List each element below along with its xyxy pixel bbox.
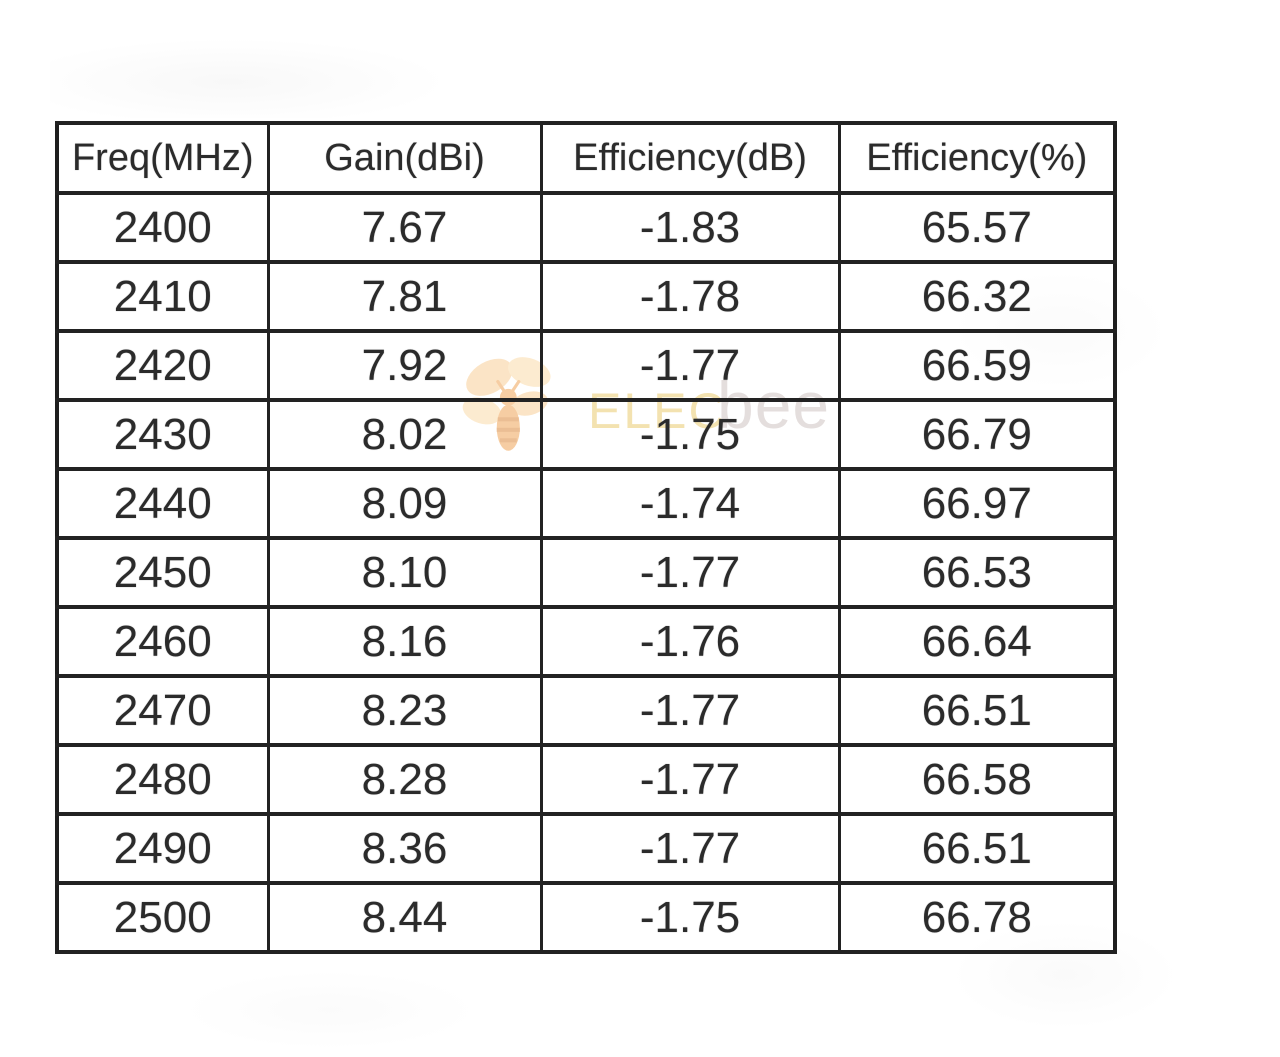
table-row: 2440 8.09 -1.74 66.97 bbox=[55, 467, 1117, 540]
table-cell: -1.76 bbox=[539, 605, 841, 678]
table-cell: 66.51 bbox=[837, 674, 1117, 747]
table-cell: 8.23 bbox=[266, 674, 543, 747]
table-cell: 7.81 bbox=[266, 260, 543, 333]
table-cell: 66.59 bbox=[837, 329, 1117, 402]
table-cell: 66.97 bbox=[837, 467, 1117, 540]
background-smudge bbox=[50, 38, 450, 118]
table-cell: 66.53 bbox=[837, 536, 1117, 609]
table-cell: 66.79 bbox=[837, 398, 1117, 471]
table-cell: 2420 bbox=[55, 329, 270, 402]
table-cell: 8.02 bbox=[266, 398, 543, 471]
table-cell: 2490 bbox=[55, 812, 270, 885]
table-row: 2420 7.92 -1.77 66.59 bbox=[55, 329, 1117, 402]
table-cell: -1.78 bbox=[539, 260, 841, 333]
table-cell: 7.67 bbox=[266, 191, 543, 264]
table-cell: 7.92 bbox=[266, 329, 543, 402]
table-row: 2400 7.67 -1.83 65.57 bbox=[55, 191, 1117, 264]
table-cell: 2410 bbox=[55, 260, 270, 333]
table-row: 2470 8.23 -1.77 66.51 bbox=[55, 674, 1117, 747]
table-row: 2500 8.44 -1.75 66.78 bbox=[55, 881, 1117, 954]
table-cell: 2450 bbox=[55, 536, 270, 609]
column-header-efficiency-pct: Efficiency(%) bbox=[837, 121, 1117, 195]
table-row: 2460 8.16 -1.76 66.64 bbox=[55, 605, 1117, 678]
table-row: 2450 8.10 -1.77 66.53 bbox=[55, 536, 1117, 609]
table-cell: -1.77 bbox=[539, 743, 841, 816]
header-row: Freq(MHz) Gain(dBi) Efficiency(dB) Effic… bbox=[55, 121, 1117, 195]
background-smudge bbox=[180, 970, 480, 1050]
table-cell: 2440 bbox=[55, 467, 270, 540]
table-cell: -1.77 bbox=[539, 329, 841, 402]
table-row: 2430 8.02 -1.75 66.79 bbox=[55, 398, 1117, 471]
table-cell: -1.75 bbox=[539, 881, 841, 954]
table-cell: 66.64 bbox=[837, 605, 1117, 678]
table-cell: 8.09 bbox=[266, 467, 543, 540]
table-cell: 8.44 bbox=[266, 881, 543, 954]
column-header-efficiency-db: Efficiency(dB) bbox=[539, 121, 841, 195]
table-cell: 8.16 bbox=[266, 605, 543, 678]
table-cell: -1.75 bbox=[539, 398, 841, 471]
table-cell: 66.51 bbox=[837, 812, 1117, 885]
table-cell: 2460 bbox=[55, 605, 270, 678]
column-header-gain: Gain(dBi) bbox=[266, 121, 543, 195]
table-cell: 66.58 bbox=[837, 743, 1117, 816]
table-cell: 65.57 bbox=[837, 191, 1117, 264]
table-cell: 2480 bbox=[55, 743, 270, 816]
table-row: 2490 8.36 -1.77 66.51 bbox=[55, 812, 1117, 885]
table-cell: 66.32 bbox=[837, 260, 1117, 333]
table-cell: -1.77 bbox=[539, 674, 841, 747]
table-cell: 8.28 bbox=[266, 743, 543, 816]
table-row: 2410 7.81 -1.78 66.32 bbox=[55, 260, 1117, 333]
table-cell: -1.74 bbox=[539, 467, 841, 540]
table-cell: 66.78 bbox=[837, 881, 1117, 954]
table-cell: 2500 bbox=[55, 881, 270, 954]
table-cell: 2400 bbox=[55, 191, 270, 264]
table-cell: 2470 bbox=[55, 674, 270, 747]
table-cell: -1.77 bbox=[539, 812, 841, 885]
antenna-measurement-table: Freq(MHz) Gain(dBi) Efficiency(dB) Effic… bbox=[55, 121, 1117, 954]
column-header-freq: Freq(MHz) bbox=[55, 121, 270, 195]
table-cell: -1.83 bbox=[539, 191, 841, 264]
table-cell: 8.36 bbox=[266, 812, 543, 885]
table-cell: 8.10 bbox=[266, 536, 543, 609]
table-cell: -1.77 bbox=[539, 536, 841, 609]
table-cell: 2430 bbox=[55, 398, 270, 471]
table-row: 2480 8.28 -1.77 66.58 bbox=[55, 743, 1117, 816]
